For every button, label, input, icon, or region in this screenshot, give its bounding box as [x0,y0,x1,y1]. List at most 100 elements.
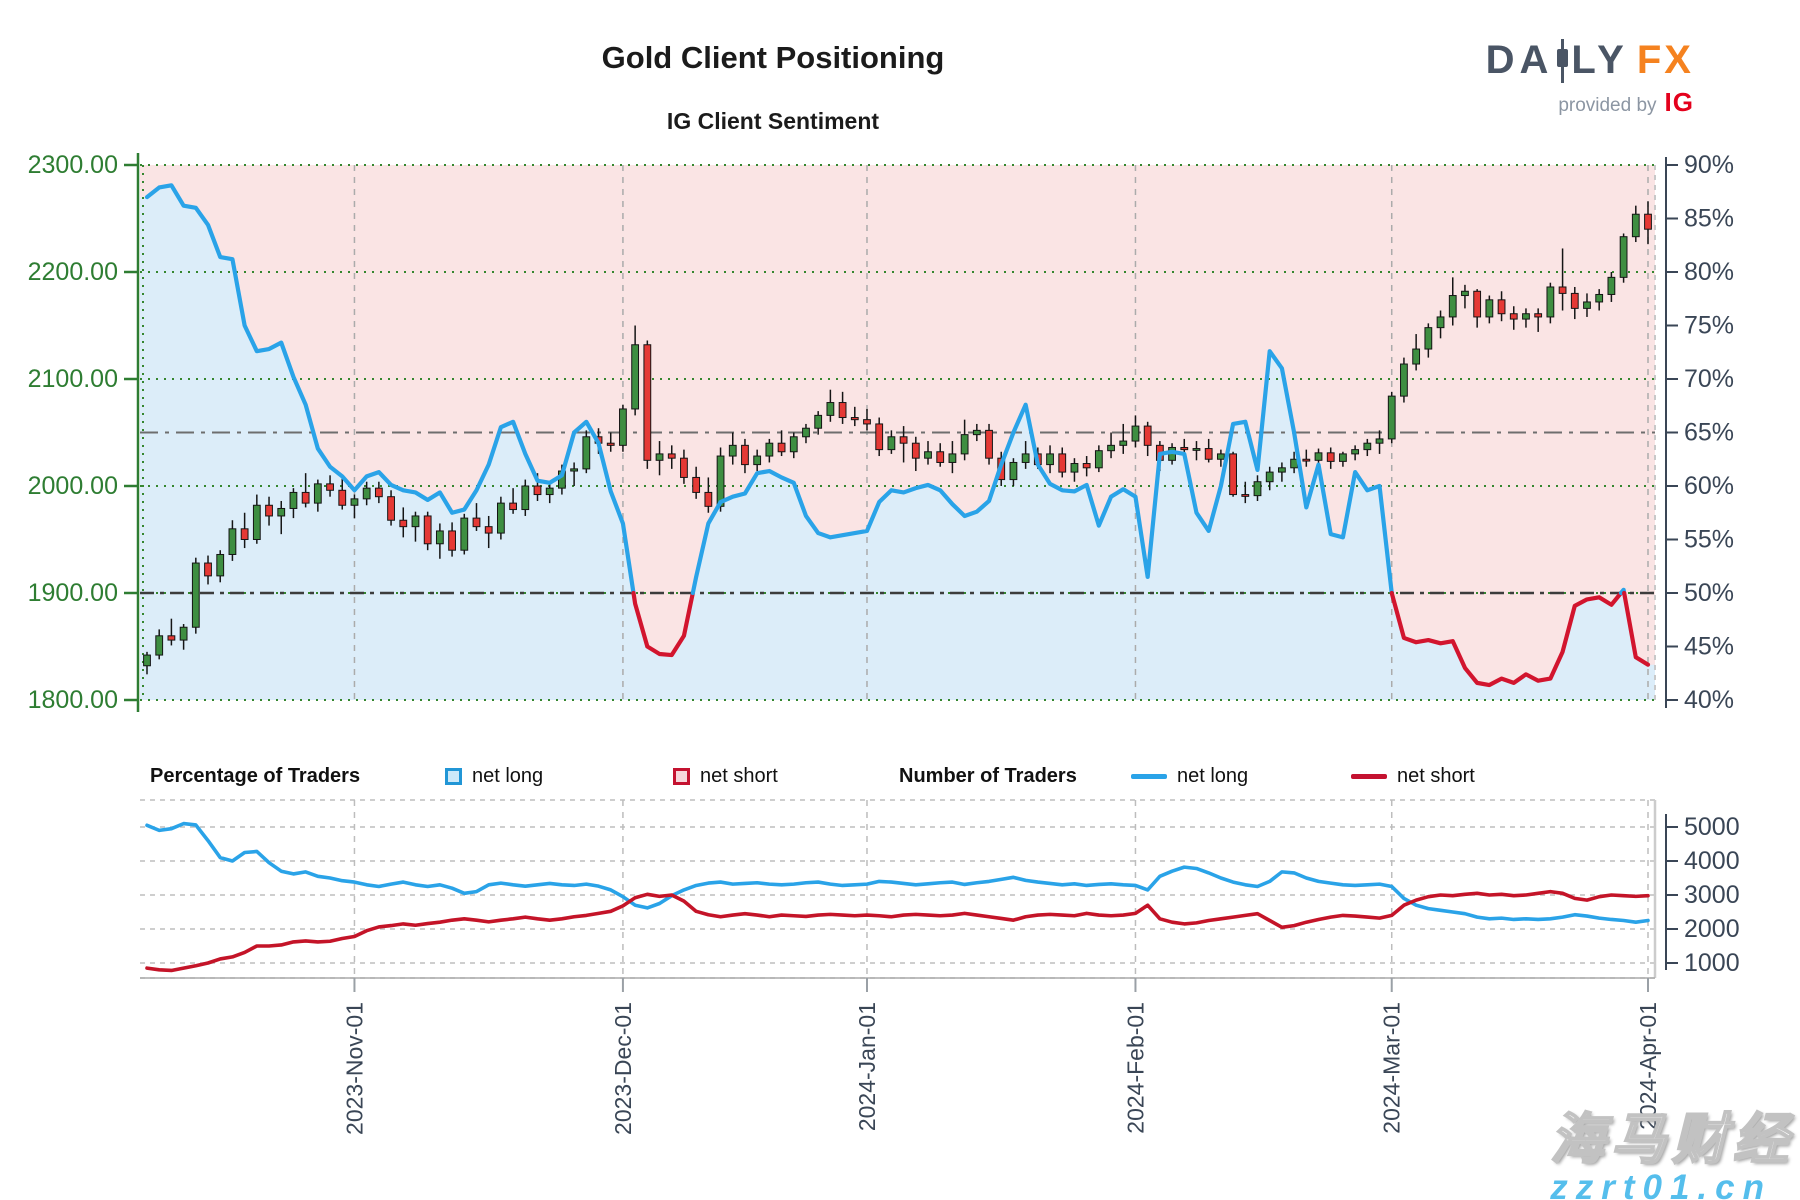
percent-tick-label: 85% [1684,205,1734,233]
candle-body [326,483,334,491]
candle-body [911,442,920,459]
candle-up [362,481,371,506]
candle-body [265,504,273,517]
candle-body [1607,276,1616,295]
percent-tick-label: 80% [1684,258,1734,286]
candle-body [1583,301,1591,309]
candle-body [1534,313,1543,318]
candle-body [374,487,383,498]
candle-down [240,512,249,549]
candle-up [1253,475,1262,501]
price-candles [143,201,1652,675]
candle-up [1619,233,1628,283]
candle-body [484,526,493,534]
candle-body [1485,299,1494,318]
candle-body [1180,446,1189,451]
date-tick-label: 2024-Feb-01 [1122,1002,1148,1134]
logo-text-fx: FX [1636,38,1694,82]
percent-tick-label: 55% [1684,526,1734,554]
candle-up [1351,445,1360,461]
candle-body [1400,363,1408,397]
candle-body [1436,316,1445,329]
candle-body [1216,453,1225,460]
candle-body [985,429,993,459]
net-long-pct-line [144,183,1651,688]
candle-up [1216,449,1225,467]
candle-body [240,528,249,540]
candle-body [1644,213,1652,230]
traders-lines [145,821,1650,973]
candle-body [448,530,456,551]
candle-body [667,453,676,459]
candle-body [1424,327,1433,350]
candle-body [1253,481,1262,497]
candle-body [1229,453,1237,496]
candle-down [387,490,395,526]
candle-body [631,344,640,410]
candle-body [606,442,615,446]
candle-up [655,441,664,476]
candle-body [252,504,261,541]
price-tick-label: 2000.00 [28,472,118,500]
candle-body [1509,313,1518,320]
date-tick-label: 2023-Dec-01 [610,1002,636,1135]
candle-body [1192,448,1201,451]
candle-body [777,442,786,453]
candle-body [899,436,908,444]
candle-body [1204,448,1213,460]
candle-up [435,523,444,559]
candle-body [704,491,713,507]
candle-body [399,519,408,528]
candle-up [1522,308,1530,328]
candle-down [1082,456,1091,477]
candle-up [1192,441,1201,461]
candle-body [838,402,847,419]
candle-body [1387,395,1396,440]
candle-body [350,498,359,506]
candle-up [460,513,469,555]
candle-body [277,507,286,517]
legend-num-net-long: net long [1131,762,1248,790]
candle-body [460,517,469,551]
candle-up [1448,277,1457,326]
watermark-chinese: 海马财经 [1549,1107,1794,1171]
legend-pct-net-short: net short [673,762,778,790]
candle-body [1363,442,1372,451]
ig-logo: IG [1664,87,1694,117]
candle-body [1595,293,1604,303]
candle-down [704,477,713,513]
candle-up [277,500,286,535]
candle-body [423,515,432,545]
candle-down [1644,201,1652,245]
candle-up [789,432,798,459]
candle-up [582,430,591,474]
candle-down [1558,248,1567,311]
candle-down [838,391,847,424]
net-long-line-segment [690,349,1394,596]
date-tick-label: 2024-Apr-01 [1635,1002,1661,1130]
count-tick-label: 2000 [1684,915,1740,943]
candle-body [582,436,591,470]
candle-body [1448,295,1457,318]
candle-down [338,477,347,510]
candle-down [1143,421,1152,457]
candle-up [228,520,237,561]
percent-tick-label: 75% [1684,312,1734,340]
candle-up [960,419,969,461]
traders-axis-right: 5000 4000 3000 2000 1000 [1665,813,1740,977]
candle-down [204,555,212,585]
legend-percentage-header: Percentage of Traders [150,764,361,787]
candle-up [948,441,957,474]
candle-body [1046,453,1054,466]
candle-up [1595,289,1604,311]
candle-up [1424,323,1433,358]
candle-body [728,444,737,457]
candle-up [1021,441,1030,469]
candle-down [985,423,993,465]
candle-body [1290,458,1299,469]
time-axis: 2023-Nov-01 2023-Dec-01 2024-Jan-01 2024-Fe… [140,977,1661,1135]
percent-tick-label: 50% [1684,579,1734,607]
candle-body [313,483,322,504]
percent-tick-label: 70% [1684,365,1734,393]
